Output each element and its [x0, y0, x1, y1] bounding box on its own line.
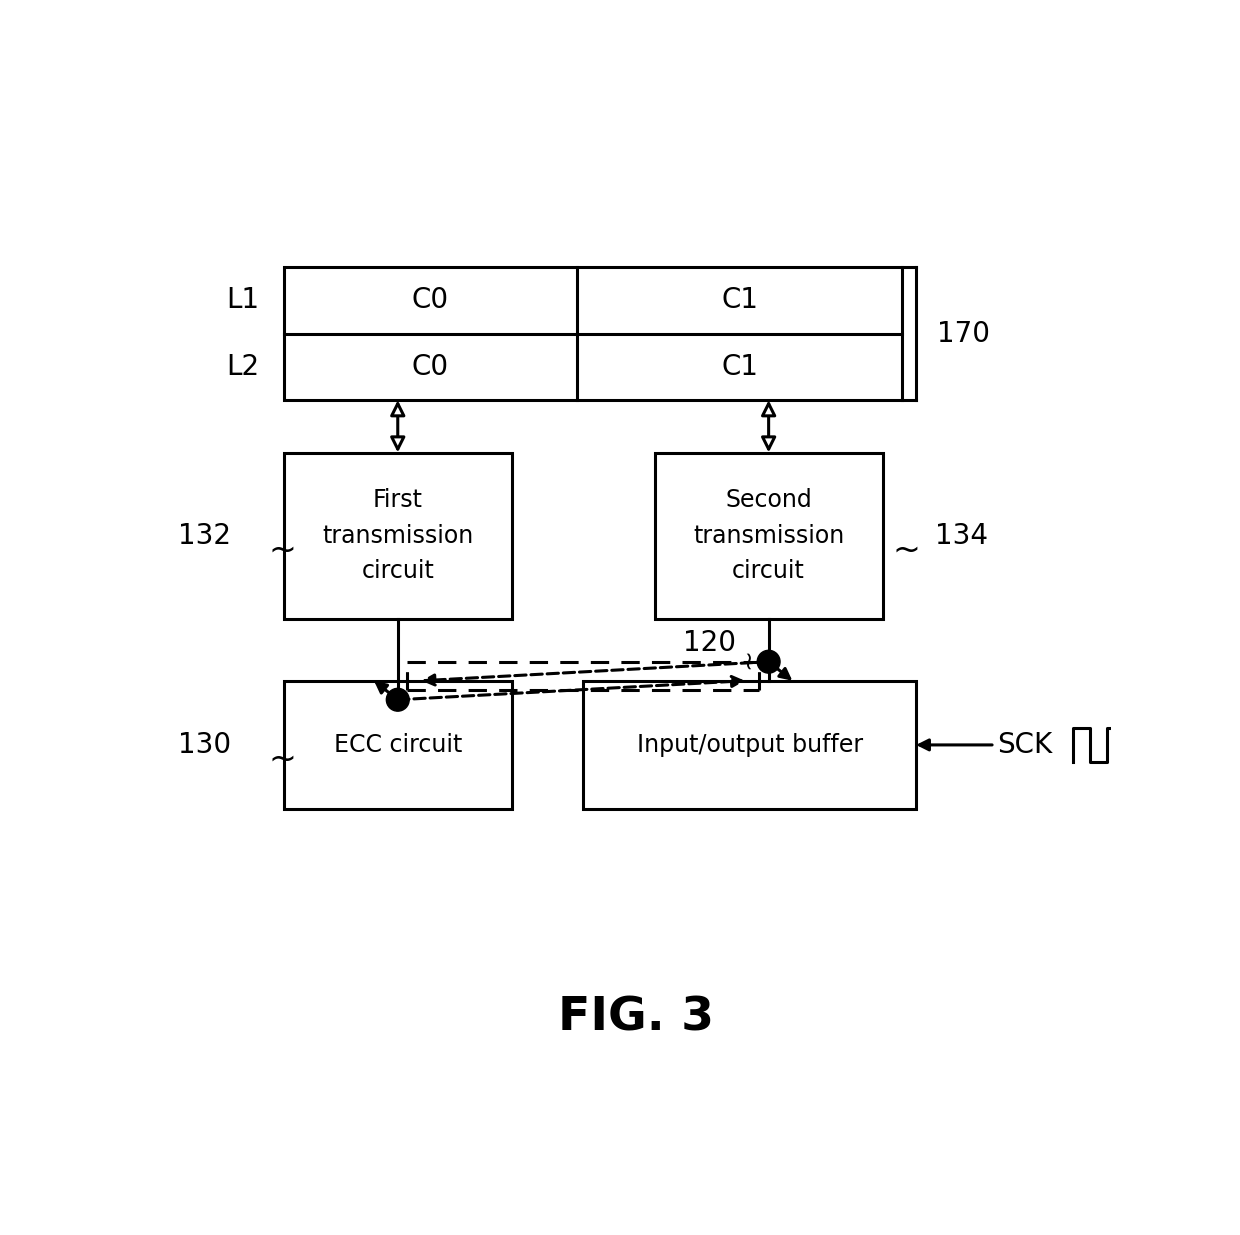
Text: Input/output buffer: Input/output buffer: [636, 732, 863, 757]
Bar: [284, 452, 512, 619]
Text: 130: 130: [179, 731, 232, 760]
Text: Second
transmission
circuit: Second transmission circuit: [693, 488, 844, 583]
Circle shape: [387, 688, 409, 711]
Text: 120: 120: [683, 629, 737, 657]
Text: C0: C0: [412, 287, 449, 315]
Text: ECC circuit: ECC circuit: [334, 732, 463, 757]
Text: 134: 134: [935, 521, 988, 550]
Text: ~: ~: [893, 534, 920, 567]
Text: First
transmission
circuit: First transmission circuit: [322, 488, 474, 583]
Text: C0: C0: [412, 353, 449, 380]
Text: 170: 170: [937, 320, 990, 347]
Text: FIG. 3: FIG. 3: [558, 995, 713, 1041]
Circle shape: [758, 651, 780, 673]
Text: 132: 132: [179, 521, 232, 550]
Text: ~: ~: [268, 742, 296, 776]
Text: ~: ~: [268, 534, 296, 567]
Text: C1: C1: [720, 353, 758, 380]
Bar: [583, 680, 916, 809]
Bar: [284, 267, 901, 400]
Text: L1: L1: [227, 287, 260, 315]
Text: SCK: SCK: [997, 731, 1052, 760]
Bar: [655, 452, 883, 619]
Text: L2: L2: [227, 353, 260, 380]
Text: ~: ~: [733, 652, 756, 673]
Text: C1: C1: [720, 287, 758, 315]
Bar: [284, 680, 512, 809]
